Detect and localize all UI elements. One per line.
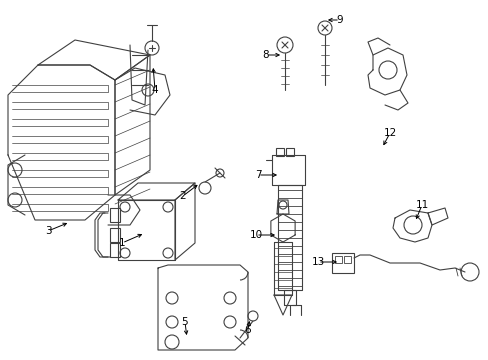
Bar xyxy=(275,148,284,156)
Text: 11: 11 xyxy=(414,200,428,210)
Bar xyxy=(110,243,120,257)
Bar xyxy=(334,256,341,263)
Text: 8: 8 xyxy=(262,50,269,60)
Bar xyxy=(331,253,353,273)
Text: 12: 12 xyxy=(383,128,396,138)
Text: 13: 13 xyxy=(311,257,324,267)
Bar xyxy=(285,148,293,156)
Text: 10: 10 xyxy=(249,230,262,240)
Bar xyxy=(343,256,350,263)
Text: 9: 9 xyxy=(336,15,343,25)
Text: 6: 6 xyxy=(244,325,251,335)
Bar xyxy=(110,208,120,222)
Bar xyxy=(110,228,120,242)
Text: 7: 7 xyxy=(254,170,261,180)
Text: 1: 1 xyxy=(119,238,125,248)
Text: 3: 3 xyxy=(44,226,51,236)
Text: 2: 2 xyxy=(179,191,186,201)
Text: 5: 5 xyxy=(182,317,188,327)
Text: 4: 4 xyxy=(151,85,158,95)
